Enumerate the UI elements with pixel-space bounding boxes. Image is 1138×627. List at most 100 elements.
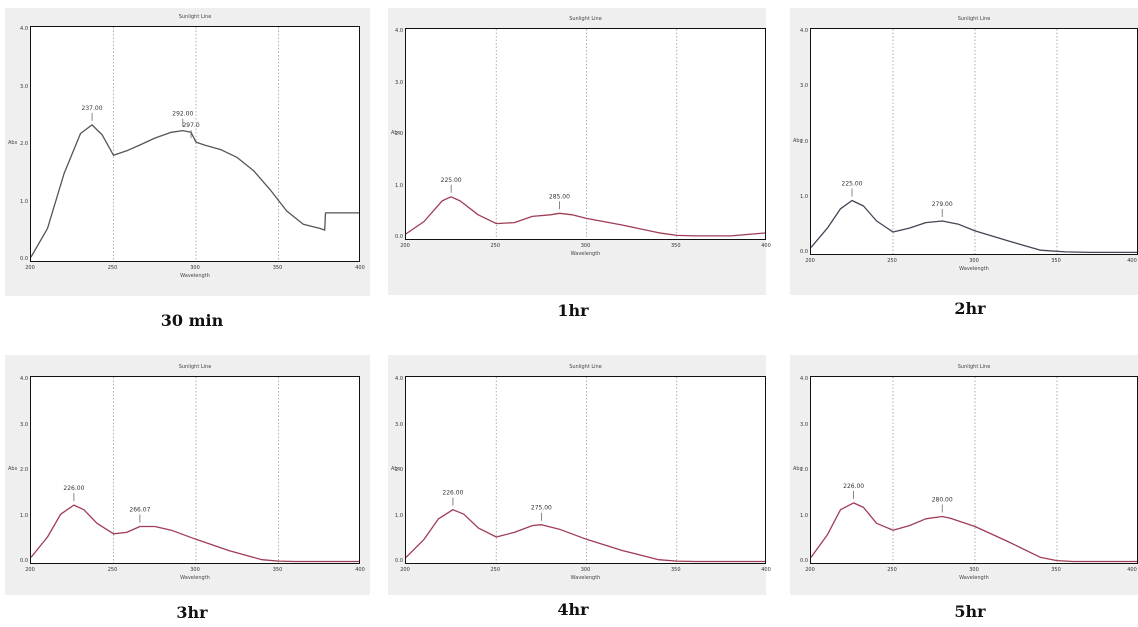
x-tick-label: 200 bbox=[400, 567, 410, 573]
y-tick-label: 2.0 bbox=[20, 467, 28, 473]
y-tick-label: 1.0 bbox=[800, 193, 808, 200]
y-tick-label: 0.0 bbox=[20, 256, 28, 262]
x-tick-label: 200 bbox=[805, 258, 815, 264]
y-tick-label: 3.0 bbox=[800, 83, 808, 90]
chart-title: Sunlight Line bbox=[178, 364, 212, 370]
plot-area: 226.00 266.07 bbox=[30, 376, 360, 564]
peak-label: 237.00 bbox=[82, 105, 103, 112]
panel-caption: 1hr bbox=[557, 301, 589, 320]
peak-label: 285.00 bbox=[549, 193, 570, 200]
x-tick-label: 300 bbox=[969, 567, 979, 573]
x-tick-label: 300 bbox=[580, 243, 591, 249]
peak-label: 292.00 bbox=[172, 111, 193, 118]
x-tick-label: 200 bbox=[25, 265, 35, 271]
peak-label: 225.00 bbox=[842, 181, 863, 188]
plot-area: 225.00 279.00 bbox=[810, 28, 1138, 255]
x-axis-label: Wavelength bbox=[570, 575, 601, 581]
y-tick-label: 4.0 bbox=[395, 376, 403, 382]
y-tick-label: 4.0 bbox=[800, 28, 808, 34]
y-axis-label: Abs bbox=[391, 466, 401, 472]
x-tick-label: 400 bbox=[1127, 258, 1137, 264]
y-tick-label: 2.0 bbox=[395, 131, 403, 137]
x-tick-label: 250 bbox=[107, 567, 118, 573]
panel-caption: 2hr bbox=[954, 299, 986, 318]
plot-svg: 226.00 266.07 bbox=[31, 377, 359, 563]
x-tick-label: 400 bbox=[355, 265, 365, 271]
x-tick-label: 400 bbox=[761, 243, 771, 249]
y-axis-label: Abs bbox=[391, 130, 401, 136]
x-tick-label: 350 bbox=[1051, 258, 1061, 264]
peak-label: 225.00 bbox=[441, 177, 462, 184]
series-line bbox=[811, 502, 1137, 563]
chart-title: Sunlight Line bbox=[569, 364, 602, 370]
y-tick-label: 2.0 bbox=[20, 141, 28, 147]
y-tick-label: 0.0 bbox=[800, 558, 808, 564]
plot-area: 237.00 292.00 297.0 bbox=[30, 26, 360, 262]
x-axis-label: Wavelength bbox=[959, 575, 989, 581]
series-line bbox=[31, 124, 359, 258]
y-tick-label: 4.0 bbox=[395, 28, 403, 34]
panel-caption: 30 min bbox=[160, 311, 224, 330]
x-tick-label: 300 bbox=[969, 258, 979, 264]
y-tick-label: 3.0 bbox=[395, 421, 403, 428]
x-tick-label: 250 bbox=[490, 567, 501, 573]
x-tick-label: 200 bbox=[805, 567, 815, 573]
y-axis-label: Abs bbox=[8, 466, 18, 472]
y-tick-label: 4.0 bbox=[20, 26, 28, 32]
y-tick-label: 2.0 bbox=[800, 467, 808, 473]
x-axis-label: Wavelength bbox=[180, 273, 210, 279]
series-line bbox=[31, 504, 359, 563]
x-tick-label: 350 bbox=[272, 265, 283, 271]
plot-area: 226.00 275.00 bbox=[405, 376, 766, 564]
plot-svg: 226.00 275.00 bbox=[406, 377, 765, 563]
y-tick-label: 1.0 bbox=[20, 198, 28, 205]
y-tick-label: 1.0 bbox=[395, 182, 403, 189]
y-tick-label: 1.0 bbox=[20, 512, 28, 519]
plot-area: 225.00 285.00 bbox=[405, 28, 766, 240]
panel-caption: 4hr bbox=[557, 600, 589, 619]
x-tick-label: 350 bbox=[670, 567, 681, 573]
y-tick-label: 3.0 bbox=[395, 79, 403, 86]
y-tick-label: 0.0 bbox=[800, 249, 808, 255]
x-tick-label: 250 bbox=[887, 258, 897, 264]
x-tick-label: 200 bbox=[25, 567, 35, 573]
x-tick-label: 300 bbox=[580, 567, 591, 573]
y-tick-label: 0.0 bbox=[395, 234, 403, 240]
y-tick-label: 4.0 bbox=[20, 376, 28, 382]
x-tick-label: 250 bbox=[107, 265, 118, 271]
series-line bbox=[811, 199, 1137, 254]
plot-area: 226.00 280.00 bbox=[810, 376, 1138, 564]
plot-svg: 225.00 279.00 bbox=[811, 29, 1137, 254]
y-tick-label: 4.0 bbox=[800, 376, 808, 382]
y-tick-label: 3.0 bbox=[20, 83, 28, 90]
y-tick-label: 0.0 bbox=[395, 558, 403, 564]
peak-label: 297.0 bbox=[182, 122, 199, 129]
chart-title: Sunlight Line bbox=[569, 16, 602, 22]
peak-label: 266.07 bbox=[129, 507, 150, 514]
chart-title: Sunlight Line bbox=[957, 364, 991, 370]
plot-svg: 226.00 280.00 bbox=[811, 377, 1137, 563]
x-tick-label: 350 bbox=[1051, 567, 1061, 573]
x-tick-label: 400 bbox=[1127, 567, 1137, 573]
panel-caption: 5hr bbox=[954, 602, 986, 621]
y-tick-label: 3.0 bbox=[20, 421, 28, 428]
y-axis-label: Abs bbox=[793, 466, 803, 472]
peak-label: 226.00 bbox=[442, 490, 463, 497]
x-axis-label: Wavelength bbox=[959, 266, 989, 272]
x-tick-label: 300 bbox=[190, 265, 200, 271]
x-axis-label: Wavelength bbox=[180, 575, 210, 581]
peak-label: 280.00 bbox=[932, 497, 953, 504]
x-tick-label: 400 bbox=[355, 567, 365, 573]
series-line bbox=[406, 196, 765, 237]
plot-svg: 237.00 292.00 297.0 bbox=[31, 27, 359, 261]
panel-caption: 3hr bbox=[176, 603, 208, 622]
y-tick-label: 0.0 bbox=[20, 558, 28, 564]
y-tick-label: 2.0 bbox=[395, 467, 403, 473]
x-axis-label: Wavelength bbox=[570, 251, 601, 257]
x-tick-label: 250 bbox=[490, 243, 501, 249]
y-axis-label: Abs bbox=[793, 137, 803, 144]
x-tick-label: 400 bbox=[761, 567, 771, 573]
peak-label: 226.00 bbox=[63, 485, 84, 492]
peak-label: 279.00 bbox=[932, 201, 953, 208]
x-tick-label: 300 bbox=[190, 567, 200, 573]
